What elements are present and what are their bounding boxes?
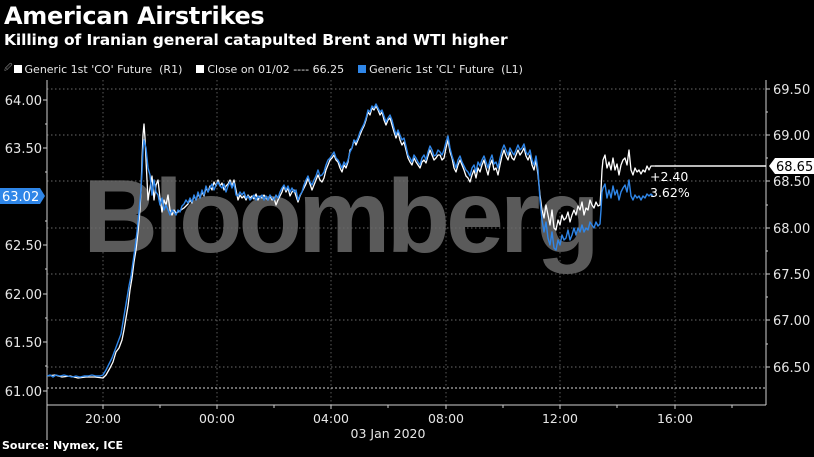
- left-current-value-tag: 63.02: [0, 188, 45, 205]
- left-axis-ticks: [43, 99, 47, 392]
- svg-text:62.00: 62.00: [5, 288, 42, 303]
- svg-text:04:00: 04:00: [313, 411, 349, 426]
- change-percent-label: 3.62%: [650, 185, 690, 200]
- svg-text:08:00: 08:00: [428, 411, 464, 426]
- x-axis-date-label: 03 Jan 2020: [351, 426, 426, 441]
- right-axis-ticks: [766, 88, 770, 368]
- left-axis-labels: 64.00 63.50 62.50 62.00 61.50 61.00: [5, 94, 42, 400]
- x-axis-ticks: [102, 405, 733, 409]
- legend-swatch-white-icon: [196, 65, 205, 73]
- legend: 🖉 Generic 1st 'CO' Future (R1) Close on …: [4, 62, 537, 76]
- x-axis-labels: 20:00 00:00 04:00 08:00 12:00 16:00 03 J…: [85, 411, 693, 441]
- chart-subtitle: Killing of Iranian general catapulted Br…: [4, 31, 508, 49]
- svg-text:67.00: 67.00: [773, 314, 810, 329]
- source-note: Source: Nymex, ICE: [2, 439, 124, 452]
- watermark: Bloomberg: [83, 159, 596, 275]
- svg-text:68.50: 68.50: [773, 175, 810, 190]
- svg-text:63.50: 63.50: [5, 142, 42, 157]
- svg-text:12:00: 12:00: [542, 411, 578, 426]
- svg-text:67.50: 67.50: [773, 268, 810, 283]
- legend-label: Generic 1st 'CO' Future (R1): [24, 62, 183, 76]
- wti-line: [46, 103, 654, 378]
- svg-text:62.50: 62.50: [5, 239, 42, 254]
- svg-text:68.00: 68.00: [773, 222, 810, 237]
- svg-text:61.50: 61.50: [5, 336, 42, 351]
- svg-text:69.50: 69.50: [773, 83, 810, 98]
- legend-swatch-white-icon: [13, 65, 22, 73]
- chart-title: American Airstrikes: [4, 2, 265, 30]
- svg-text:61.00: 61.00: [5, 385, 42, 400]
- legend-item-wti[interactable]: Generic 1st 'CL' Future (L1): [358, 63, 523, 76]
- svg-text:69.00: 69.00: [773, 129, 810, 144]
- legend-label: Close on 01/02 ---- 66.25: [207, 62, 345, 76]
- svg-text:66.50: 66.50: [773, 361, 810, 376]
- change-absolute-label: +2.40: [650, 169, 688, 184]
- svg-text:00:00: 00:00: [199, 411, 235, 426]
- pin-icon: 🖉: [4, 63, 13, 72]
- svg-text:68.65: 68.65: [776, 160, 813, 175]
- right-current-value-tag: 68.65: [769, 158, 814, 175]
- svg-text:64.00: 64.00: [5, 94, 42, 109]
- svg-text:20:00: 20:00: [85, 411, 121, 426]
- legend-item-close[interactable]: Close on 01/02 ---- 66.25: [196, 63, 344, 76]
- legend-item-brent[interactable]: 🖉 Generic 1st 'CO' Future (R1): [4, 62, 182, 76]
- right-axis-labels: 69.50 69.00 68.50 68.00 67.50 67.00 66.5…: [773, 83, 810, 376]
- legend-label: Generic 1st 'CL' Future (L1): [369, 62, 523, 76]
- legend-swatch-blue-icon: [358, 65, 367, 73]
- brent-line: [46, 105, 766, 379]
- svg-text:16:00: 16:00: [657, 411, 693, 426]
- svg-text:63.02: 63.02: [2, 190, 39, 205]
